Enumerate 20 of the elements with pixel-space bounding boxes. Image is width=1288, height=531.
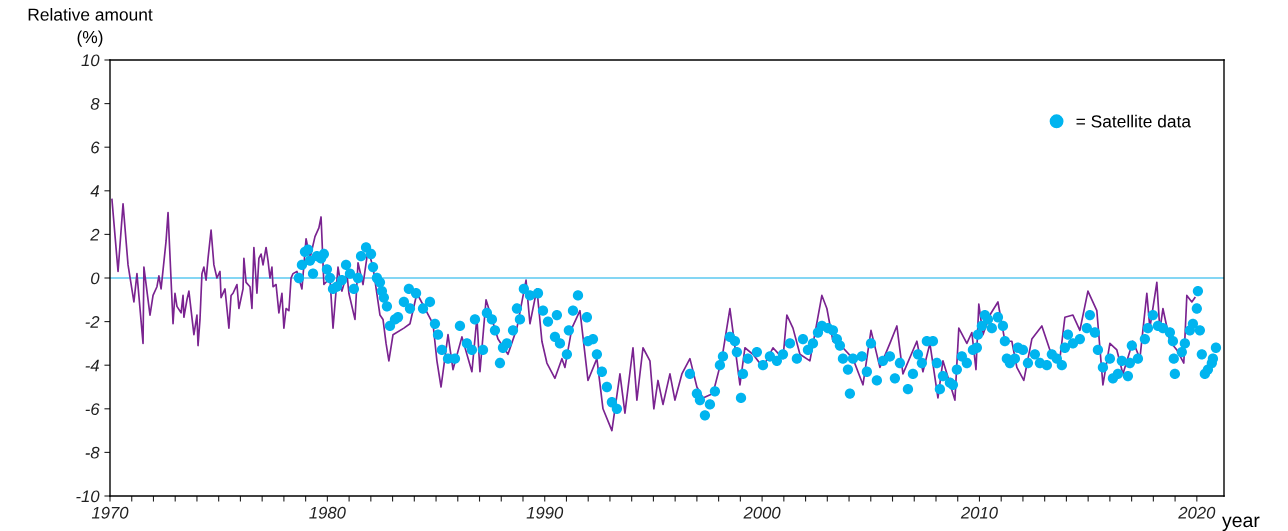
x-tick-label: 1990 [526, 506, 564, 519]
y-tick-label: 6 [91, 141, 100, 154]
y-axis-title: Relative amount (%) [28, 8, 153, 47]
y-tick-label: 0 [91, 272, 100, 285]
y-tick-label: -6 [85, 403, 100, 415]
y-tick-label: -10 [76, 490, 100, 503]
x-tick-label: 1970 [91, 506, 129, 519]
y-tick-label: -2 [85, 316, 100, 328]
legend-label: = Satellite data [1076, 114, 1192, 128]
y-tick-label: -4 [85, 359, 99, 372]
y-tick-label: 4 [90, 185, 99, 197]
x-tick-label: 2010 [960, 506, 998, 519]
y-tick-label: 8 [90, 98, 100, 110]
y-tick-label: -8 [85, 446, 100, 459]
x-tick-label: 1980 [309, 506, 346, 519]
y-tick-label: 2 [90, 228, 100, 241]
y-tick-label: 10 [81, 54, 100, 67]
x-tick-label: 2020 [1178, 506, 1216, 519]
x-axis-title: year [1222, 516, 1260, 531]
x-tick-label: 2000 [743, 506, 781, 519]
